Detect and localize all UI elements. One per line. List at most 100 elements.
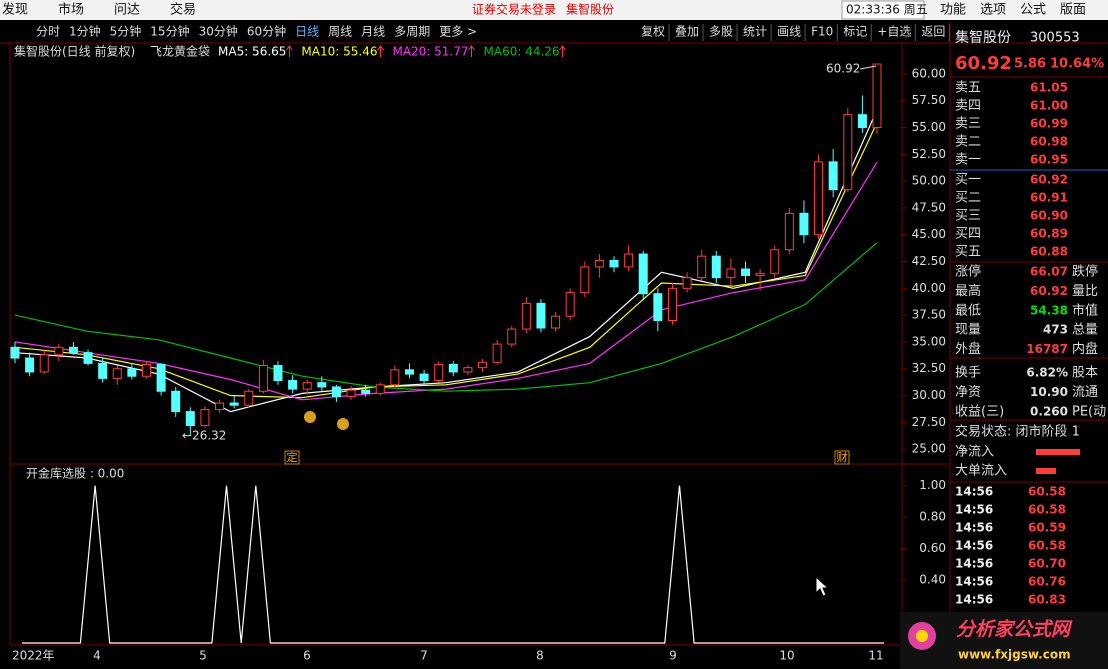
period-tab[interactable]: 更多 > <box>439 25 477 39</box>
tick-time: 14:56 <box>955 557 993 571</box>
period-tab[interactable]: 1分钟 <box>69 24 101 39</box>
x-tick-label: 9 <box>669 649 677 663</box>
period-tab[interactable]: 日线 <box>295 25 319 39</box>
ma-legend: MA20: 51.77 <box>392 45 468 59</box>
stat-label: 换手 <box>955 366 981 381</box>
y-tick-label: 52.50 <box>912 147 946 161</box>
candle-body <box>361 389 371 394</box>
y-tick-label: 0.60 <box>919 541 946 555</box>
menu-stock: 集智股份 <box>566 2 614 17</box>
menu-item[interactable]: 市场 <box>58 2 84 18</box>
tick-time: 14:56 <box>955 521 993 535</box>
ma-line <box>14 161 878 401</box>
stat-label: 总量 <box>1072 323 1098 338</box>
watermark-name: 分析家公式网 <box>956 619 1073 641</box>
ask-label: 卖五 <box>955 81 981 96</box>
menu-item[interactable]: 发现 <box>2 2 28 18</box>
candle-body <box>799 212 809 236</box>
stat-value: 0.260 <box>1030 404 1068 418</box>
candle-body <box>478 361 488 369</box>
chart-title: 集智股份(日线 前复权) <box>14 44 135 59</box>
up-arrow <box>286 45 293 57</box>
bid-label: 买二 <box>955 191 981 206</box>
bid-price: 60.91 <box>1030 191 1068 205</box>
event-marker <box>284 450 300 465</box>
toolbar-button[interactable]: 返回 <box>921 25 945 39</box>
event-marker <box>834 450 850 465</box>
candle-body <box>784 212 794 251</box>
period-tab[interactable]: 多周期 <box>394 25 430 39</box>
period-tab[interactable]: 月线 <box>361 25 385 39</box>
toolbar-button[interactable]: 复权 <box>641 25 665 39</box>
candle-body <box>536 302 546 329</box>
menu-bar <box>0 0 1108 20</box>
candle-body <box>682 277 692 289</box>
up-arrow <box>468 45 475 57</box>
stat-label: 股本 <box>1072 366 1098 381</box>
candle-body <box>98 362 108 379</box>
menu-item[interactable]: 功能 <box>940 3 966 18</box>
candle-body <box>185 411 195 427</box>
candle-body <box>726 268 736 279</box>
toolbar-button[interactable]: 画线 <box>777 25 801 39</box>
menu-item[interactable]: 版面 <box>1060 3 1086 18</box>
stat-label: 最低 <box>955 303 981 318</box>
stat-label: 最高 <box>955 283 981 299</box>
candle-body <box>68 346 78 354</box>
candle-body <box>609 259 619 268</box>
period-tab[interactable]: 15分钟 <box>150 24 189 39</box>
candle-body <box>434 363 444 382</box>
y-tick-label: 45.00 <box>912 227 946 241</box>
stat-label: 现量 <box>955 323 981 338</box>
bid-price: 60.88 <box>1030 245 1068 259</box>
candle-body <box>507 328 517 345</box>
bid-price: 60.92 <box>1030 173 1068 187</box>
price-change-pct: 10.64% <box>1050 57 1104 72</box>
toolbar-button[interactable]: 叠加 <box>675 25 699 39</box>
toolbar-button[interactable]: 多股 <box>709 25 733 39</box>
tick-price: 60.76 <box>1028 575 1066 589</box>
ask-price: 61.00 <box>1030 99 1068 113</box>
ask-label: 卖三 <box>955 117 981 132</box>
bid-label: 买五 <box>955 245 981 260</box>
candle-body <box>288 380 298 390</box>
candle-body <box>375 384 385 394</box>
candle-body <box>390 369 400 386</box>
toolbar-button[interactable]: 统计 <box>743 25 767 39</box>
menu-item[interactable]: 选项 <box>980 3 1006 18</box>
indicator-title: 开金库选股 : 0.00 <box>26 466 124 481</box>
stat-value: 66.07 <box>1030 265 1068 279</box>
money-bag-icon <box>304 411 349 430</box>
period-tab[interactable]: 60分钟 <box>247 24 286 39</box>
x-tick-label: 11 <box>868 649 883 663</box>
menu-item[interactable]: 交易 <box>170 2 196 18</box>
candle-body <box>828 161 838 191</box>
candle-body <box>463 367 473 373</box>
y-tick-label: 37.50 <box>912 308 946 322</box>
toolbar-button[interactable]: 标记 <box>843 25 867 39</box>
candle-body <box>54 346 64 356</box>
candle-body <box>653 293 663 321</box>
period-tab[interactable]: 周线 <box>328 25 352 39</box>
candle-body <box>667 287 677 321</box>
y-tick-label: 35.00 <box>912 334 946 348</box>
menu-item[interactable]: 问达 <box>114 3 140 18</box>
flow-bar <box>1036 449 1080 455</box>
candle-body <box>25 357 35 373</box>
watermark-logo <box>916 630 928 642</box>
candle-body <box>521 302 531 330</box>
ma-line <box>14 122 878 399</box>
period-tab[interactable]: 分时 <box>36 25 60 39</box>
y-tick-label: 60.00 <box>912 66 946 80</box>
bid-label: 买三 <box>955 209 981 224</box>
y-tick-label: 27.50 <box>912 415 946 429</box>
period-tab[interactable]: 30分钟 <box>199 24 238 39</box>
toolbar-button[interactable]: +自选 <box>877 25 911 39</box>
candle-body <box>814 161 824 236</box>
menu-item[interactable]: 公式 <box>1020 3 1046 18</box>
ask-price: 60.99 <box>1030 117 1068 131</box>
period-tab[interactable]: 5分钟 <box>110 24 142 39</box>
indicator-name: 飞龙黄金袋 <box>150 44 210 59</box>
toolbar-button[interactable]: F10 <box>811 25 833 39</box>
candle-body <box>404 369 414 375</box>
